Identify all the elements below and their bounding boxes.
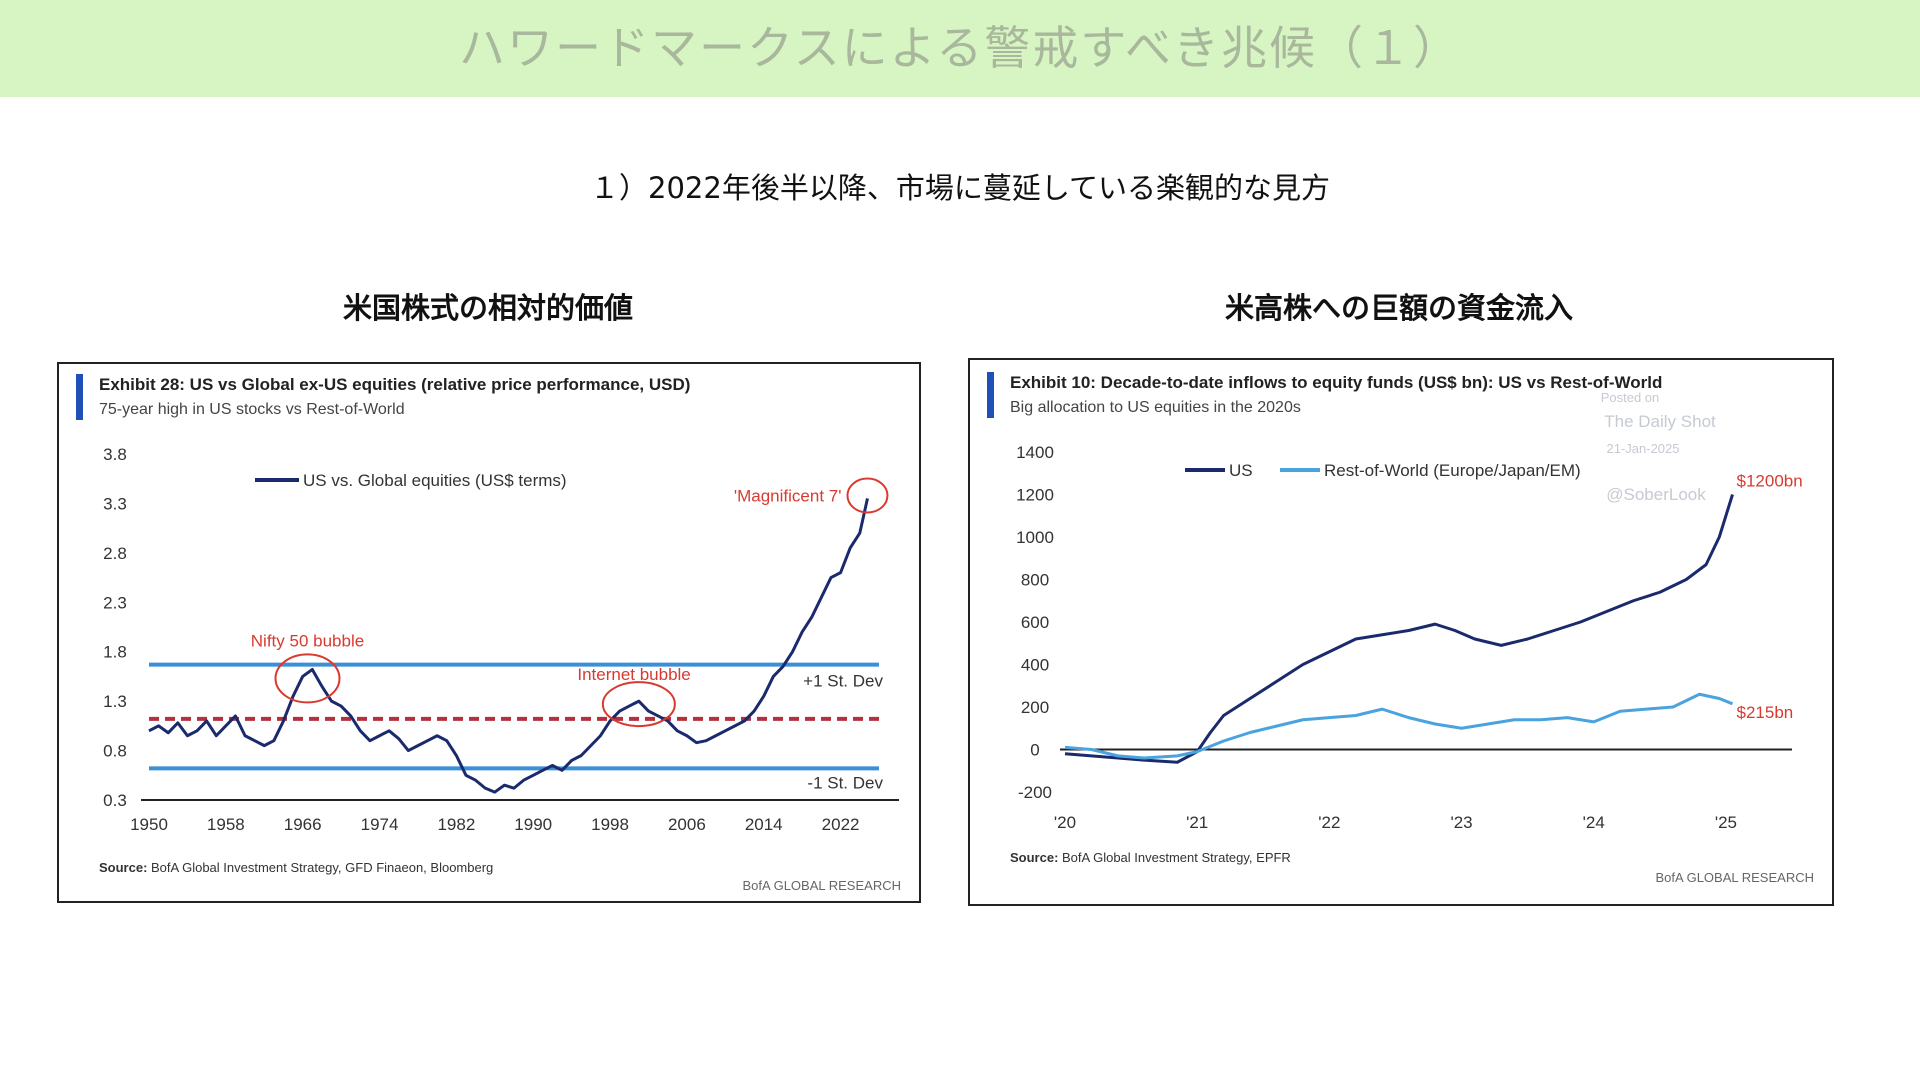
- x-tick-label: 1966: [284, 815, 322, 834]
- watermark-handle: @SoberLook: [1606, 485, 1706, 504]
- y-tick-label: 1200: [1016, 486, 1054, 505]
- x-tick-label: 1990: [514, 815, 552, 834]
- y-tick-label: 400: [1021, 656, 1049, 675]
- x-tick-label: 1982: [437, 815, 475, 834]
- x-tick-label: 2006: [668, 815, 706, 834]
- y-tick-label: 3.3: [103, 494, 127, 513]
- title-bar: ハワードマークスによる警戒すべき兆候（１）: [0, 0, 1920, 97]
- watermark-date: 21-Jan-2025: [1607, 441, 1680, 456]
- y-tick-label: 1000: [1016, 528, 1054, 547]
- x-tick-label: 1998: [591, 815, 629, 834]
- legend-label-us: US: [1229, 461, 1253, 480]
- annotation-mag7: 'Magnificent 7': [734, 487, 842, 506]
- std-dev-label: +1 St. Dev: [803, 672, 883, 691]
- y-tick-label: 1.3: [103, 692, 127, 711]
- x-tick-label: '25: [1715, 813, 1737, 832]
- end-value-label: $1200bn: [1737, 472, 1803, 491]
- bubble-circle-mag7: [846, 477, 889, 514]
- watermark-posted: Posted on: [1601, 390, 1660, 405]
- us-relative-performance-chart: Exhibit 28: US vs Global ex-US equities …: [76, 374, 901, 893]
- chart-title: Exhibit 10: Decade-to-date inflows to eq…: [1010, 373, 1662, 392]
- annotation-nifty50: Nifty 50 bubble: [251, 631, 364, 650]
- x-tick-label: 1974: [361, 815, 399, 834]
- left-panel-heading: 米国株式の相対的価値: [342, 291, 633, 325]
- y-tick-label: 0.3: [103, 791, 127, 810]
- right-panel-heading: 米高株への巨額の資金流入: [1224, 291, 1573, 325]
- chart-source: Source: BofA Global Investment Strategy,…: [1010, 850, 1291, 865]
- y-tick-label: 2.8: [103, 544, 127, 563]
- equity-fund-inflows-chart: Exhibit 10: Decade-to-date inflows to eq…: [987, 372, 1814, 885]
- std-dev-label: -1 St. Dev: [807, 773, 883, 792]
- page-title: ハワードマークスによる警戒すべき兆候（１）: [458, 21, 1462, 75]
- accent-bar: [987, 372, 994, 418]
- y-tick-label: 0.8: [103, 742, 127, 761]
- chart-subtitle: 75-year high in US stocks vs Rest-of-Wor…: [99, 401, 405, 418]
- y-tick-label: 1400: [1016, 443, 1054, 462]
- end-value-label: $215bn: [1737, 703, 1794, 722]
- y-tick-label: 200: [1021, 698, 1049, 717]
- x-tick-label: 1950: [130, 815, 168, 834]
- x-tick-label: 2022: [822, 815, 860, 834]
- watermark-source: The Daily Shot: [1604, 412, 1716, 431]
- bubble-circle-nifty50: [274, 653, 341, 704]
- bubble-circle-internet: [601, 681, 676, 728]
- x-tick-label: 2014: [745, 815, 783, 834]
- chart-subtitle: Big allocation to US equities in the 202…: [1010, 399, 1301, 416]
- chart-source: Source: BofA Global Investment Strategy,…: [99, 860, 493, 875]
- y-tick-label: 1.8: [103, 643, 127, 662]
- y-tick-label: 0: [1030, 741, 1039, 760]
- left-chart-frame: Exhibit 28: US vs Global ex-US equities …: [57, 362, 921, 903]
- y-tick-label: 600: [1021, 613, 1049, 632]
- series-line-us: [1064, 494, 1734, 764]
- y-tick-label: 3.8: [103, 445, 127, 464]
- x-tick-label: '23: [1450, 813, 1472, 832]
- x-tick-label: '21: [1186, 813, 1208, 832]
- accent-bar: [76, 374, 83, 420]
- x-tick-label: '24: [1583, 813, 1605, 832]
- y-tick-label: 800: [1021, 571, 1049, 590]
- series-line-us-vs-global: [148, 498, 869, 794]
- right-chart-frame: Exhibit 10: Decade-to-date inflows to eq…: [968, 358, 1834, 906]
- x-tick-label: '22: [1318, 813, 1340, 832]
- y-tick-label: -200: [1018, 783, 1052, 802]
- series-line-rest-of-world: [1064, 692, 1734, 760]
- x-tick-label: 1958: [207, 815, 245, 834]
- page-subtitle: １）2022年後半以降、市場に蔓延している楽観的な見方: [590, 171, 1330, 205]
- chart-brand: BofA GLOBAL RESEARCH: [1656, 870, 1814, 885]
- annotation-internet: Internet bubble: [577, 665, 690, 684]
- chart-brand: BofA GLOBAL RESEARCH: [743, 878, 901, 893]
- legend-label-rest-of-world: Rest-of-World (Europe/Japan/EM): [1324, 461, 1581, 480]
- chart-title: Exhibit 28: US vs Global ex-US equities …: [99, 375, 690, 394]
- legend-label: US vs. Global equities (US$ terms): [303, 471, 567, 490]
- y-tick-label: 2.3: [103, 593, 127, 612]
- x-tick-label: '20: [1054, 813, 1076, 832]
